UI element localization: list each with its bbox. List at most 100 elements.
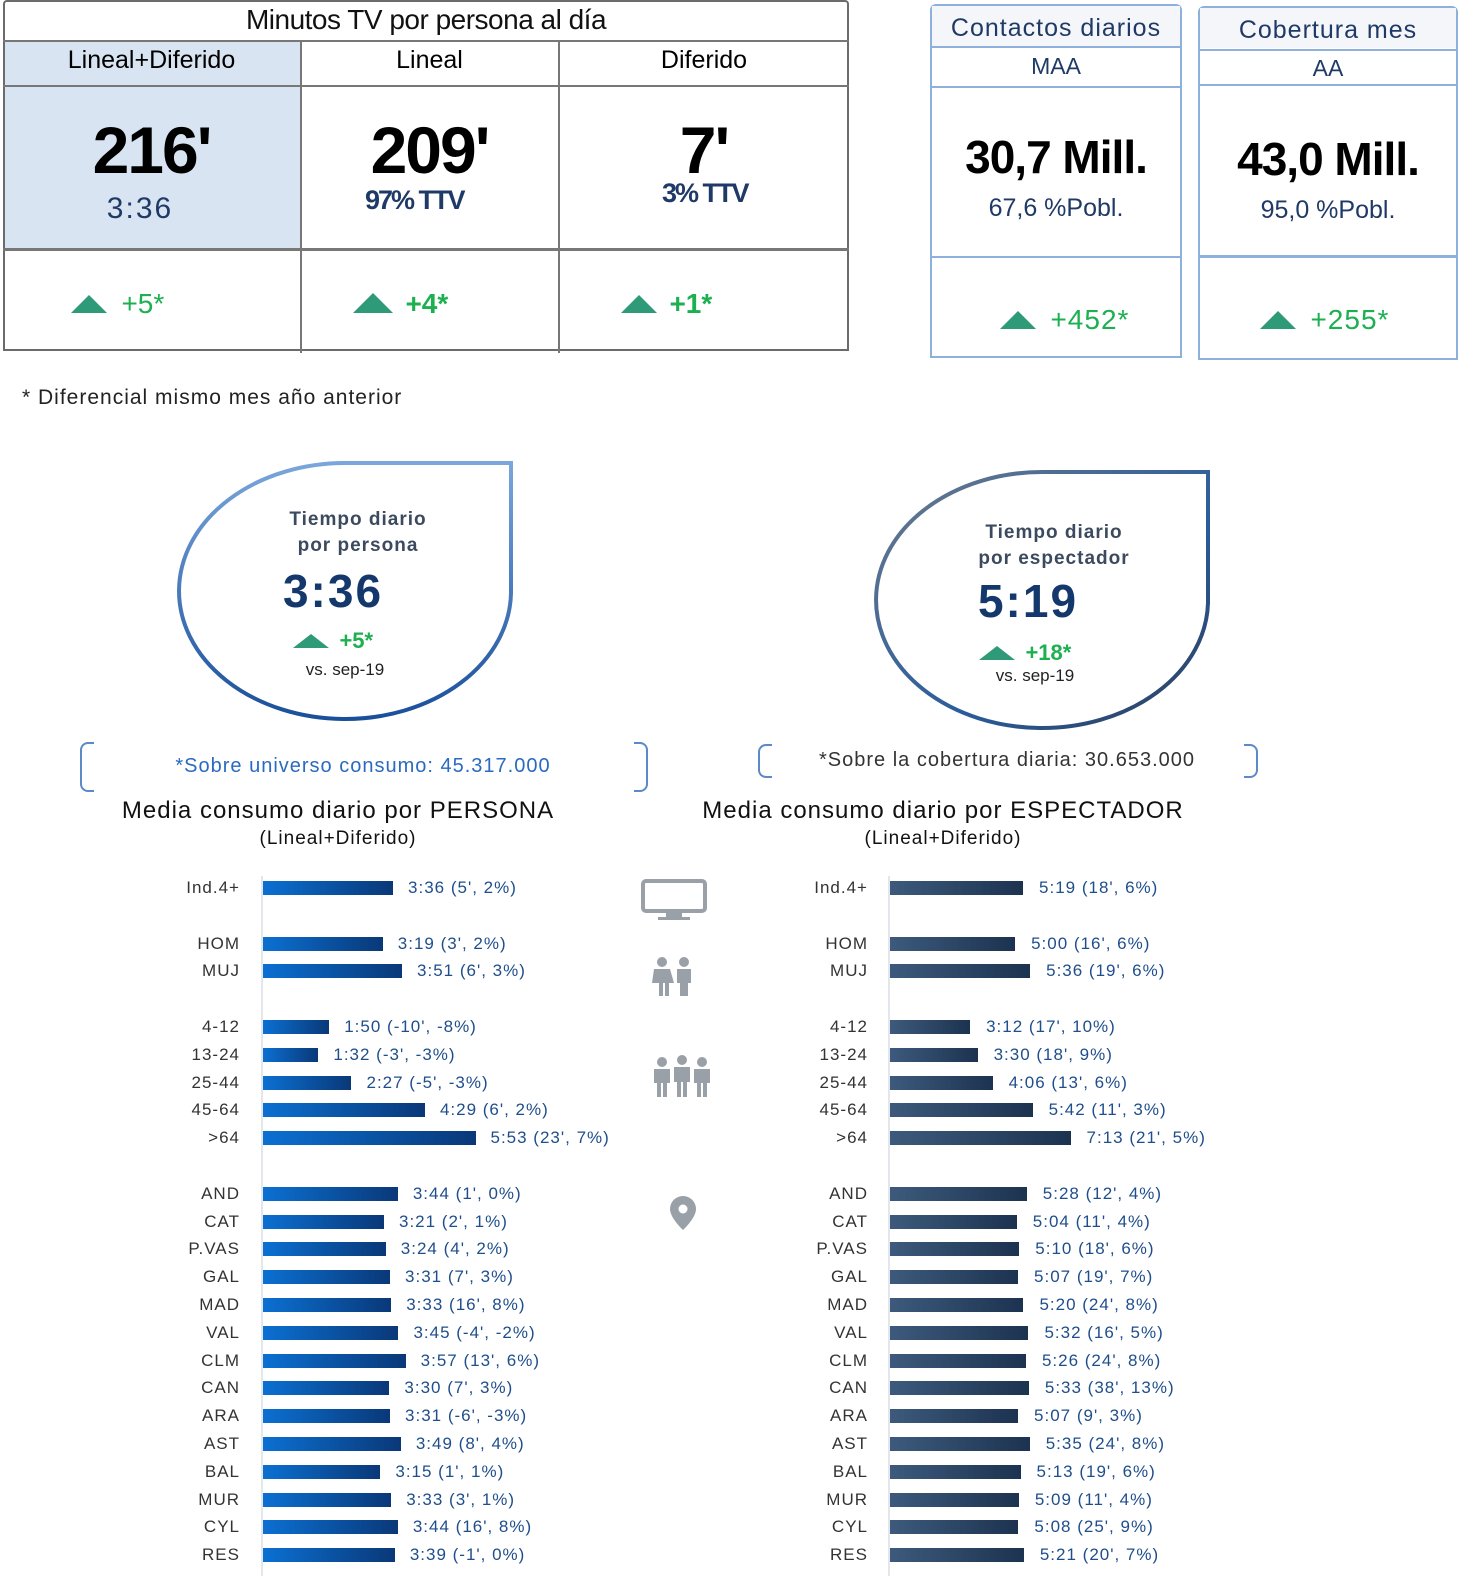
- diff-lineal-diferido-row: +5*: [71, 288, 164, 320]
- card-diff-row: +255*: [1260, 304, 1389, 336]
- category-label: MAD: [827, 1295, 868, 1314]
- data-label: 5:42 (11', 3%): [1048, 1100, 1167, 1120]
- category-label: MAD: [199, 1295, 240, 1314]
- data-label: 1:32 (-3', -3%): [333, 1044, 456, 1064]
- data-label: 4:06 (13', 6%): [1008, 1072, 1128, 1092]
- bar: [263, 1020, 330, 1034]
- category-label: 4-12: [201, 1017, 240, 1036]
- category-label: AST: [831, 1434, 868, 1453]
- bar: [890, 936, 1016, 951]
- up-triangle-icon: [979, 646, 1015, 660]
- column-header-lineal: Lineal: [396, 46, 463, 74]
- bar: [263, 1381, 390, 1396]
- divider: [932, 46, 1180, 48]
- bar: [890, 1381, 1029, 1396]
- bar: [890, 1131, 1071, 1146]
- category-label: 45-64: [819, 1100, 868, 1120]
- up-triangle-icon: [71, 295, 107, 313]
- column-header-diferido: Diferido: [660, 46, 748, 74]
- category-label: CYL: [203, 1517, 240, 1537]
- card-title: Contactos diarios: [950, 14, 1162, 42]
- category-label: VAL: [206, 1322, 240, 1342]
- bar: [263, 881, 394, 895]
- card-cobertura-mes: Cobertura mes AA 43,0 Mill. 95,0 %Pobl. …: [1198, 6, 1458, 360]
- category-label: 25-44: [191, 1072, 240, 1092]
- category-label: BAL: [204, 1461, 240, 1481]
- up-triangle-icon: [353, 293, 393, 313]
- data-label: 5:19 (18', 6%): [1039, 878, 1159, 897]
- bar: [263, 1131, 476, 1146]
- category-label: RES: [202, 1545, 240, 1565]
- card-header-bg: [1200, 8, 1456, 48]
- data-label: 5:35 (24', 8%): [1045, 1434, 1165, 1453]
- bar: [263, 1047, 319, 1062]
- card-value: 43,0 Mill.: [1237, 133, 1420, 185]
- divider: [1200, 255, 1456, 258]
- category-axis: [888, 876, 890, 1576]
- bar: [263, 1214, 384, 1229]
- up-triangle-icon: [1260, 311, 1296, 329]
- bubble-persona-value: 3:36: [282, 565, 384, 617]
- category-label: MUR: [826, 1489, 868, 1509]
- diff-value: +5*: [339, 628, 374, 653]
- diff-value: +452*: [1050, 304, 1130, 335]
- divider: [1200, 49, 1456, 51]
- data-label: 5:07 (9', 3%): [1034, 1406, 1143, 1426]
- bar: [890, 1464, 1021, 1479]
- data-label: 5:32 (16', 5%): [1044, 1322, 1164, 1342]
- sub-diferido: 3% TTV: [662, 178, 750, 208]
- divider: [3, 40, 849, 42]
- data-label: 5:10 (18', 6%): [1035, 1239, 1155, 1259]
- bar: [263, 1520, 398, 1535]
- category-label: Ind.4+: [186, 878, 240, 897]
- bar: [263, 936, 383, 951]
- category-label: HOM: [825, 933, 868, 953]
- diff-lineal-row: +4*: [353, 288, 448, 320]
- category-label: 13-24: [819, 1044, 868, 1064]
- bar: [263, 1103, 425, 1118]
- location-pin-icon: [670, 1196, 696, 1230]
- category-label: CAT: [832, 1211, 868, 1231]
- category-label: GAL: [202, 1267, 240, 1287]
- category-label: VAL: [834, 1322, 868, 1342]
- category-label: CAN: [829, 1378, 868, 1398]
- up-triangle-icon: [293, 634, 329, 648]
- table-title: Minutos TV por persona al día: [245, 4, 607, 35]
- bar: [263, 1409, 391, 1424]
- data-label: 3:31 (7', 3%): [405, 1267, 514, 1287]
- chart-subtitle-espectador: (Lineal+Diferido): [864, 828, 1022, 849]
- divider: [1200, 84, 1456, 86]
- bubble-persona-diff: +5*: [293, 628, 373, 654]
- divider: [558, 40, 560, 353]
- sub-lineal-diferido: 3:36: [106, 192, 174, 225]
- chart-subtitle-persona: (Lineal+Diferido): [259, 828, 417, 849]
- bubble-espectador-shape: [874, 470, 1210, 730]
- bar: [890, 1325, 1029, 1340]
- data-label: 2:27 (-5', -3%): [366, 1072, 489, 1092]
- bar: [263, 1298, 392, 1312]
- bar: [263, 1325, 399, 1340]
- caption-line: Tiempo diario: [985, 522, 1123, 543]
- bubble-espectador-vs: vs. sep-19: [995, 666, 1075, 685]
- bubble-persona-shape: [177, 460, 513, 721]
- caption-line: por espectador: [978, 548, 1130, 569]
- category-label: AND: [201, 1183, 240, 1203]
- bar: [263, 1437, 401, 1451]
- card-value: 30,7 Mill.: [965, 131, 1148, 183]
- category-label: MUJ: [830, 961, 868, 981]
- bubble-espectador-value: 5:19: [977, 575, 1079, 627]
- bar: [890, 1409, 1019, 1424]
- card-title: Cobertura mes: [1238, 16, 1418, 44]
- category-label: >64: [836, 1128, 868, 1148]
- card-subtitle: MAA: [1031, 53, 1081, 79]
- universe-note: *Sobre universo consumo: 45.317.000: [175, 755, 551, 777]
- column-header-lineal-diferido: Lineal+Diferido: [67, 46, 236, 74]
- category-label: RES: [830, 1545, 868, 1565]
- category-label: MUR: [198, 1489, 240, 1509]
- card-subtitle: AA: [1312, 55, 1344, 81]
- diff-value: +4*: [405, 288, 449, 319]
- value-lineal: 209': [370, 113, 491, 187]
- divider: [3, 248, 849, 251]
- data-label: 3:33 (3', 1%): [406, 1489, 516, 1509]
